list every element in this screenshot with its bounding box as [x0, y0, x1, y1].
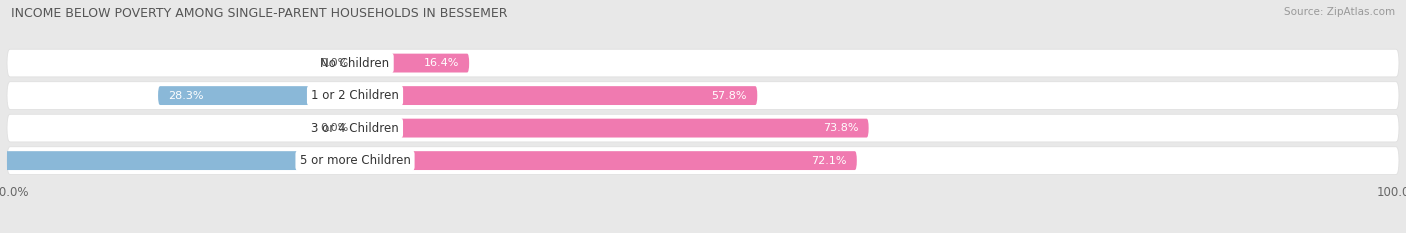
- FancyBboxPatch shape: [7, 147, 1399, 175]
- Text: Source: ZipAtlas.com: Source: ZipAtlas.com: [1284, 7, 1395, 17]
- Text: 0.0%: 0.0%: [319, 58, 349, 68]
- FancyBboxPatch shape: [0, 151, 354, 170]
- FancyBboxPatch shape: [157, 86, 354, 105]
- Text: 28.3%: 28.3%: [169, 91, 204, 101]
- Text: 57.8%: 57.8%: [711, 91, 747, 101]
- FancyBboxPatch shape: [354, 151, 856, 170]
- Text: 3 or 4 Children: 3 or 4 Children: [311, 122, 399, 135]
- FancyBboxPatch shape: [7, 114, 1399, 142]
- FancyBboxPatch shape: [7, 49, 1399, 77]
- Text: 72.1%: 72.1%: [811, 156, 846, 166]
- Text: 5 or more Children: 5 or more Children: [299, 154, 411, 167]
- FancyBboxPatch shape: [354, 119, 869, 137]
- Text: 73.8%: 73.8%: [823, 123, 858, 133]
- FancyBboxPatch shape: [354, 86, 758, 105]
- Text: No Children: No Children: [321, 57, 389, 70]
- Text: 1 or 2 Children: 1 or 2 Children: [311, 89, 399, 102]
- FancyBboxPatch shape: [354, 54, 470, 72]
- FancyBboxPatch shape: [7, 82, 1399, 110]
- Text: 0.0%: 0.0%: [319, 123, 349, 133]
- Text: 16.4%: 16.4%: [423, 58, 458, 68]
- Text: INCOME BELOW POVERTY AMONG SINGLE-PARENT HOUSEHOLDS IN BESSEMER: INCOME BELOW POVERTY AMONG SINGLE-PARENT…: [11, 7, 508, 20]
